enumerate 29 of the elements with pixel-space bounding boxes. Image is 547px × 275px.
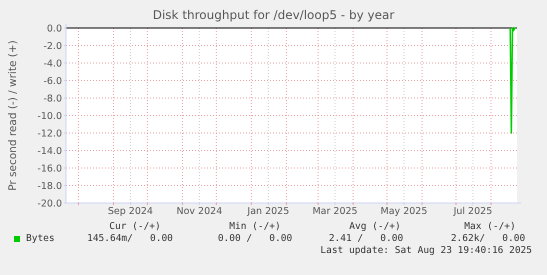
text: Min (-/+)	[229, 221, 281, 232]
text: 2.62k/ 0.00	[450, 233, 526, 244]
legend-label: Bytes	[26, 233, 55, 244]
x-tick-label: Mar 2025	[312, 206, 358, 217]
y-tick-label: -14.0	[37, 146, 62, 157]
text: 145.64m/ 0.00	[87, 233, 174, 244]
text: 2.41 / 0.00	[328, 233, 404, 244]
text: Avg (-/+)	[349, 221, 401, 232]
y-tick-label: -2.0	[43, 40, 62, 52]
y-tick-label: -6.0	[43, 76, 62, 87]
x-tick-label: Sep 2024	[108, 206, 153, 217]
x-tick-label: Jan 2025	[246, 206, 290, 217]
y-tick-label: -4.0	[43, 58, 62, 70]
y-tick-label: -18.0	[37, 180, 62, 192]
text: 0.00 / 0.00	[218, 233, 292, 244]
y-axis-title: Pr second read (-) / write (+)	[7, 40, 19, 191]
text: Last update: Sat Aug 23 19:40:16 2025	[320, 245, 532, 256]
x-tick-label: Nov 2024	[176, 206, 222, 217]
y-tick-label: -12.0	[37, 128, 62, 140]
text: Max (-/+)	[464, 221, 516, 232]
y-tick-label: -16.0	[37, 163, 62, 174]
text: Cur (-/+)	[109, 221, 161, 232]
x-tick-label: Jul 2025	[452, 206, 492, 217]
y-tick-label: -20.0	[37, 198, 62, 210]
y-tick-label: 0.0	[46, 23, 62, 34]
y-tick-label: -10.0	[37, 110, 62, 122]
x-tick-label: May 2025	[380, 206, 428, 217]
y-tick-label: -8.0	[43, 93, 62, 104]
chart-title: Disk throughput for /dev/loop5 - by year	[152, 8, 394, 22]
